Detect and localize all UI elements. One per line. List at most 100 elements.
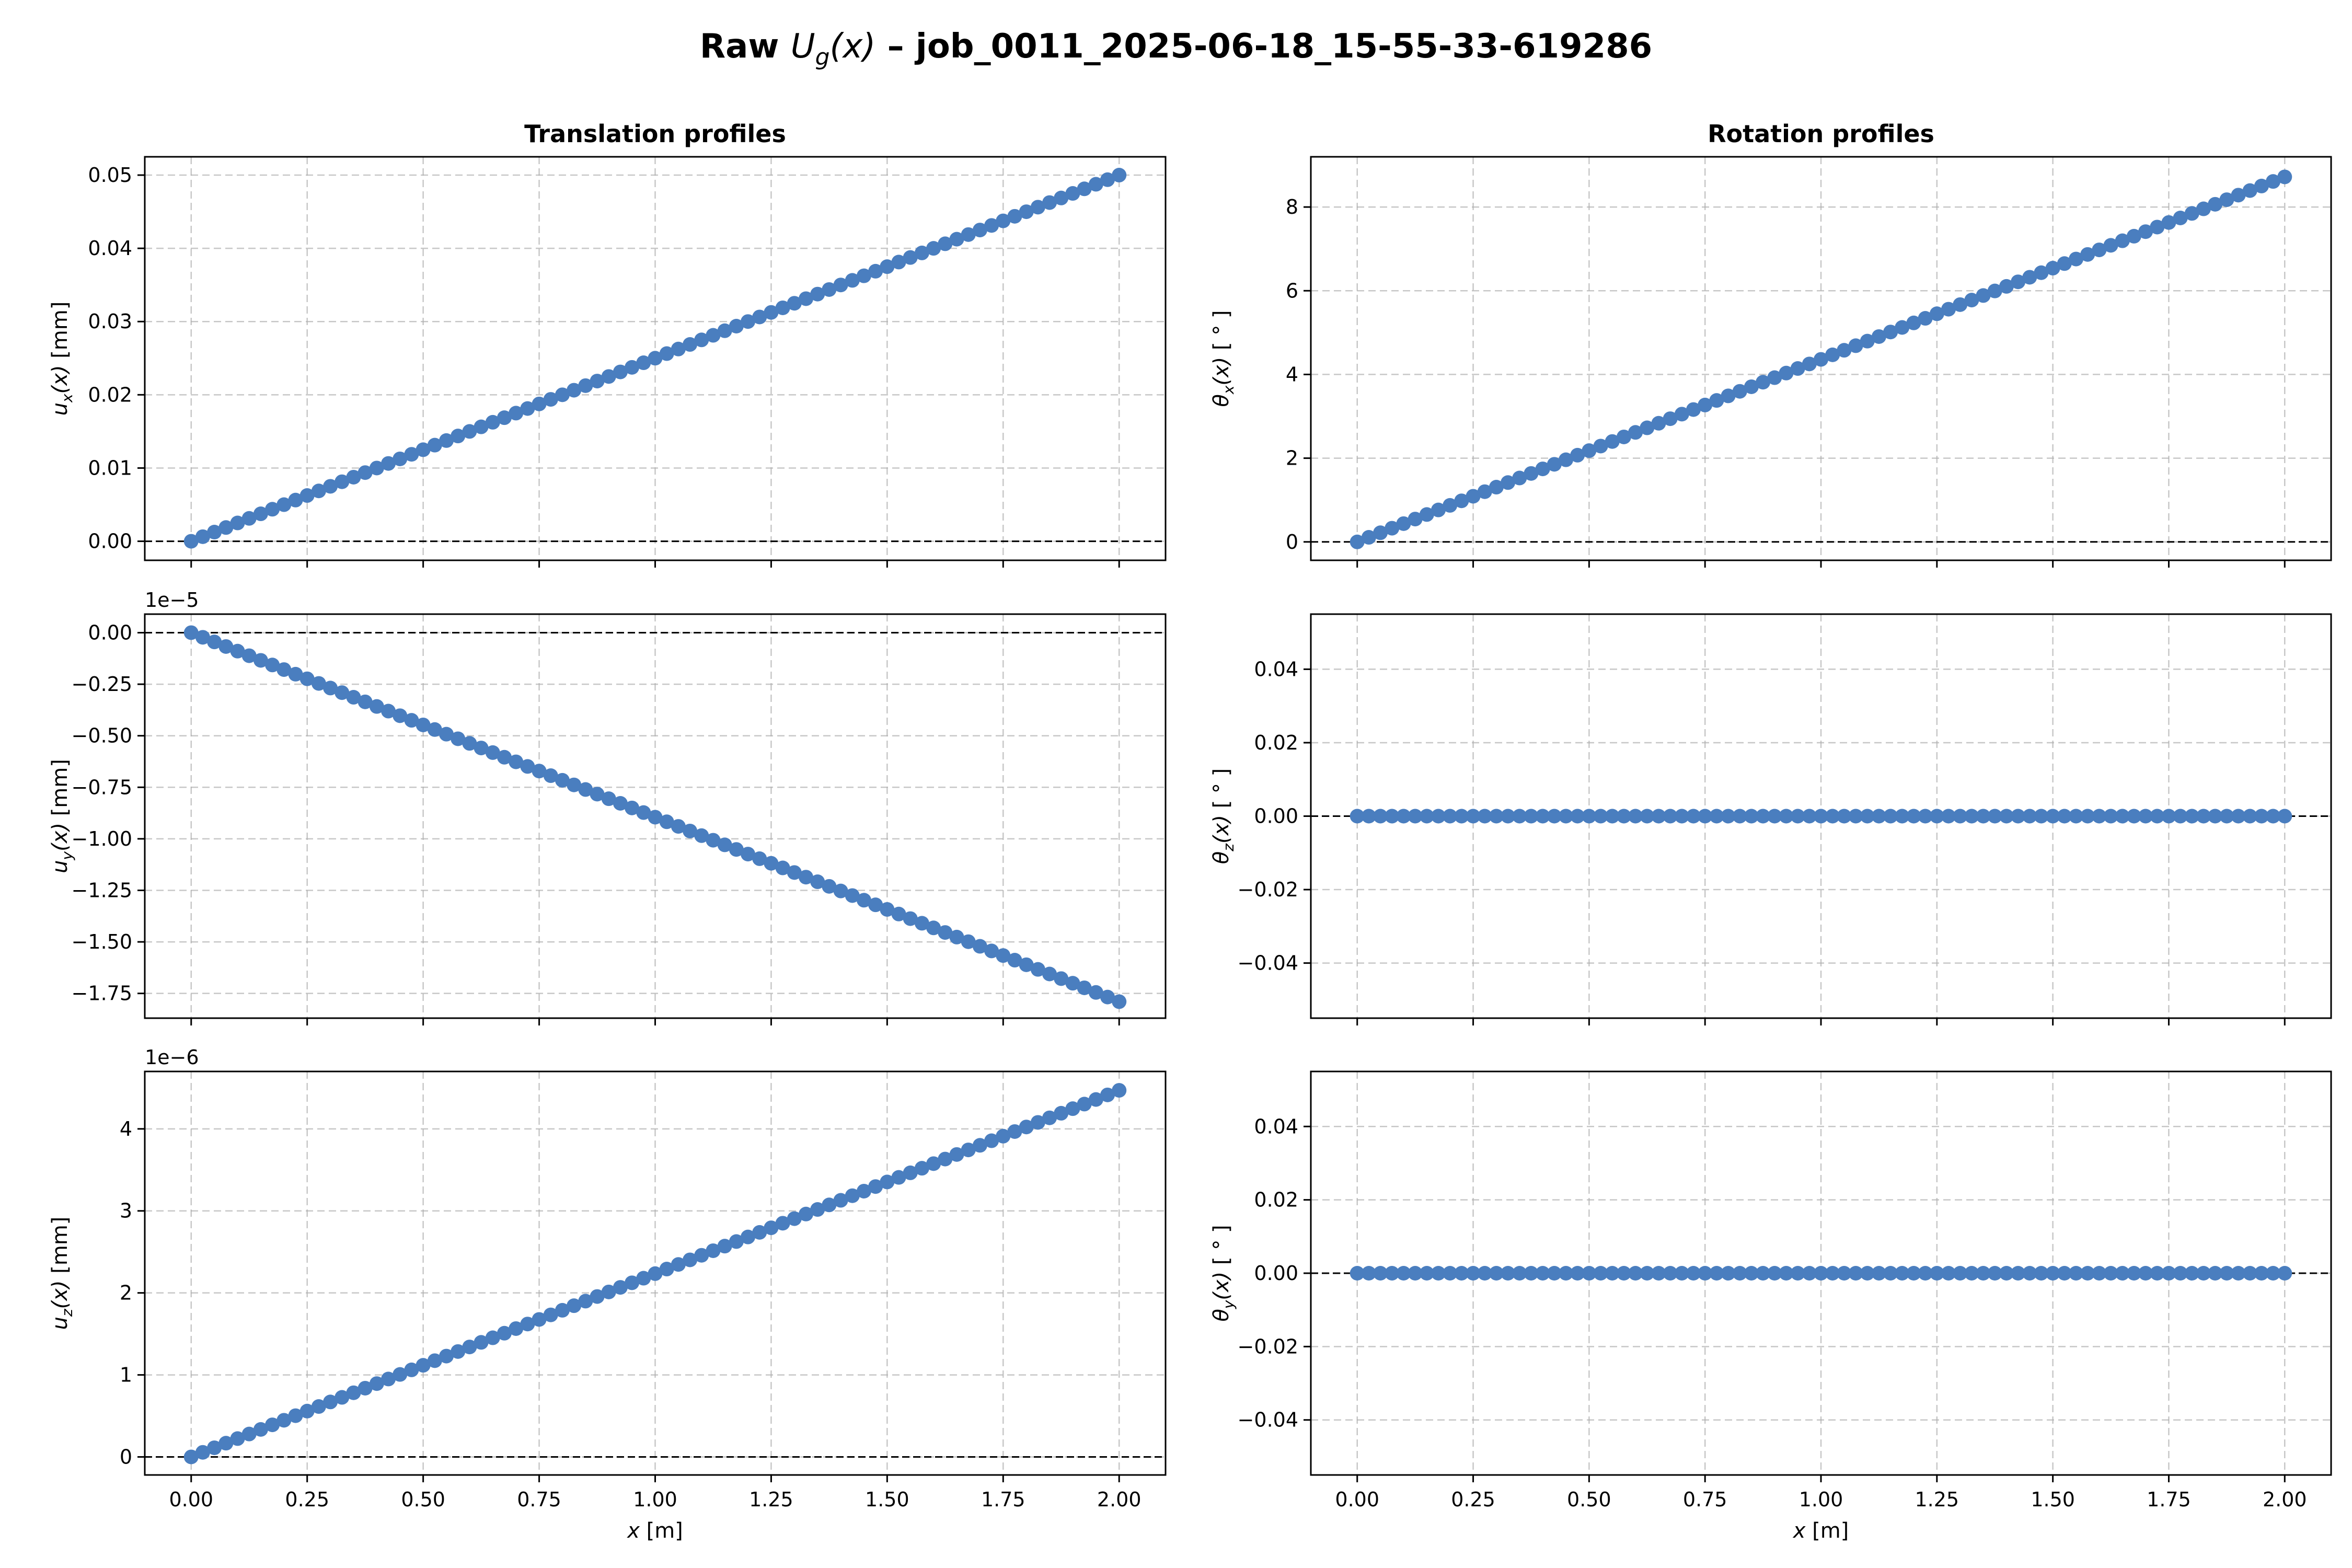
x-tick-label: 0.25 xyxy=(285,1488,329,1511)
data-point xyxy=(1582,809,1597,824)
data-point xyxy=(335,1390,350,1405)
data-point xyxy=(2126,1266,2141,1281)
data-point xyxy=(949,929,964,944)
data-point xyxy=(613,795,628,811)
data-point xyxy=(845,273,860,288)
data-point xyxy=(1501,809,1516,824)
data-point xyxy=(2011,809,2026,824)
data-point xyxy=(914,245,929,260)
data-point xyxy=(1501,1266,1516,1281)
data-point xyxy=(1030,962,1045,977)
data-point xyxy=(1443,1266,1458,1281)
data-point xyxy=(1744,809,1759,824)
data-point xyxy=(2277,809,2292,824)
data-point xyxy=(938,236,953,251)
series-markers xyxy=(183,1083,1127,1465)
x-tick-label: 1.25 xyxy=(1915,1488,1959,1511)
data-point xyxy=(914,916,929,931)
data-point xyxy=(1547,457,1562,472)
data-point xyxy=(1605,434,1620,449)
x-tick-label: 0.75 xyxy=(517,1488,561,1511)
data-point xyxy=(1825,347,1840,362)
data-point xyxy=(2242,809,2257,824)
data-point xyxy=(2231,188,2246,203)
data-point xyxy=(427,1353,442,1368)
y-tick-label: −0.25 xyxy=(72,673,132,696)
data-point xyxy=(1408,809,1423,824)
data-point xyxy=(2173,809,2188,824)
data-point xyxy=(578,378,593,393)
data-point xyxy=(1477,809,1492,824)
data-point xyxy=(1628,425,1643,440)
data-point xyxy=(451,1344,466,1359)
data-point xyxy=(323,681,338,696)
data-point xyxy=(2069,809,2083,824)
y-tick-label: 0 xyxy=(120,1445,132,1468)
y-tick-label: −0.50 xyxy=(72,724,132,747)
data-point xyxy=(764,305,779,320)
subplot-left-2: 0.00 0.25 0.50 0.75 1.00 1.25 1.50 1.75 2.00 0 1 2 3… xyxy=(48,1046,1167,1543)
data-point xyxy=(926,241,941,256)
data-point xyxy=(1019,957,1034,972)
data-point xyxy=(1640,420,1655,435)
y-tick-label: 0.02 xyxy=(1254,731,1298,754)
data-point xyxy=(590,787,605,802)
data-point xyxy=(253,653,268,668)
data-point xyxy=(1466,809,1481,824)
y-tick-label: −1.75 xyxy=(72,982,132,1005)
data-point xyxy=(1767,809,1782,824)
data-point xyxy=(2173,1266,2188,1281)
data-point xyxy=(613,364,628,379)
data-point xyxy=(183,534,199,549)
panel-title: Translation profiles xyxy=(524,120,786,148)
data-point xyxy=(1941,809,1956,824)
data-point xyxy=(2161,215,2176,230)
x-tick-label: 2.00 xyxy=(2263,1488,2307,1511)
data-point xyxy=(358,694,373,709)
data-point xyxy=(485,414,500,430)
data-point xyxy=(1007,1124,1022,1139)
data-point xyxy=(764,856,779,871)
data-point xyxy=(648,810,663,825)
data-point xyxy=(555,1302,570,1318)
subplot-grid: 0.00 0.01 0.02 0.03 0.04 0.05 Translation prof… xyxy=(48,120,2332,1543)
data-point xyxy=(276,497,292,512)
data-point xyxy=(694,1248,709,1263)
data-point xyxy=(1512,470,1527,486)
data-point xyxy=(1906,1266,1921,1281)
data-point xyxy=(880,1174,895,1190)
x-tick-label: 0.00 xyxy=(169,1488,213,1511)
data-point xyxy=(311,676,326,691)
data-point xyxy=(1953,809,1968,824)
data-point xyxy=(1651,416,1666,431)
data-point xyxy=(335,474,350,489)
data-point xyxy=(1987,1266,2002,1281)
data-point xyxy=(625,360,640,375)
x-tick-label: 1.50 xyxy=(2031,1488,2075,1511)
data-point xyxy=(590,1289,605,1304)
y-tick-label: 0.02 xyxy=(1254,1189,1298,1212)
data-point xyxy=(1431,1266,1446,1281)
data-point xyxy=(752,309,767,325)
data-point xyxy=(2115,1266,2130,1281)
data-point xyxy=(1929,1266,1944,1281)
data-point xyxy=(2184,206,2199,221)
data-point xyxy=(1721,388,1736,403)
data-point xyxy=(1709,393,1724,408)
data-point xyxy=(2011,274,2026,290)
data-point xyxy=(1698,1266,1713,1281)
data-point xyxy=(543,1307,558,1322)
y-tick-label: 0 xyxy=(1286,531,1298,554)
data-point xyxy=(683,823,698,838)
data-point xyxy=(543,392,558,407)
y-tick-label: 0.04 xyxy=(88,237,132,260)
data-point xyxy=(810,1202,825,1217)
data-point xyxy=(787,865,802,880)
data-point xyxy=(1779,1266,1794,1281)
x-tick-label: 1.50 xyxy=(865,1488,909,1511)
data-point xyxy=(1350,809,1365,824)
data-point xyxy=(1802,809,1817,824)
subplot-left-0: 0.00 0.01 0.02 0.03 0.04 0.05 Translation prof… xyxy=(48,120,1167,568)
series-markers xyxy=(1350,809,2292,824)
data-point xyxy=(1871,809,1886,824)
